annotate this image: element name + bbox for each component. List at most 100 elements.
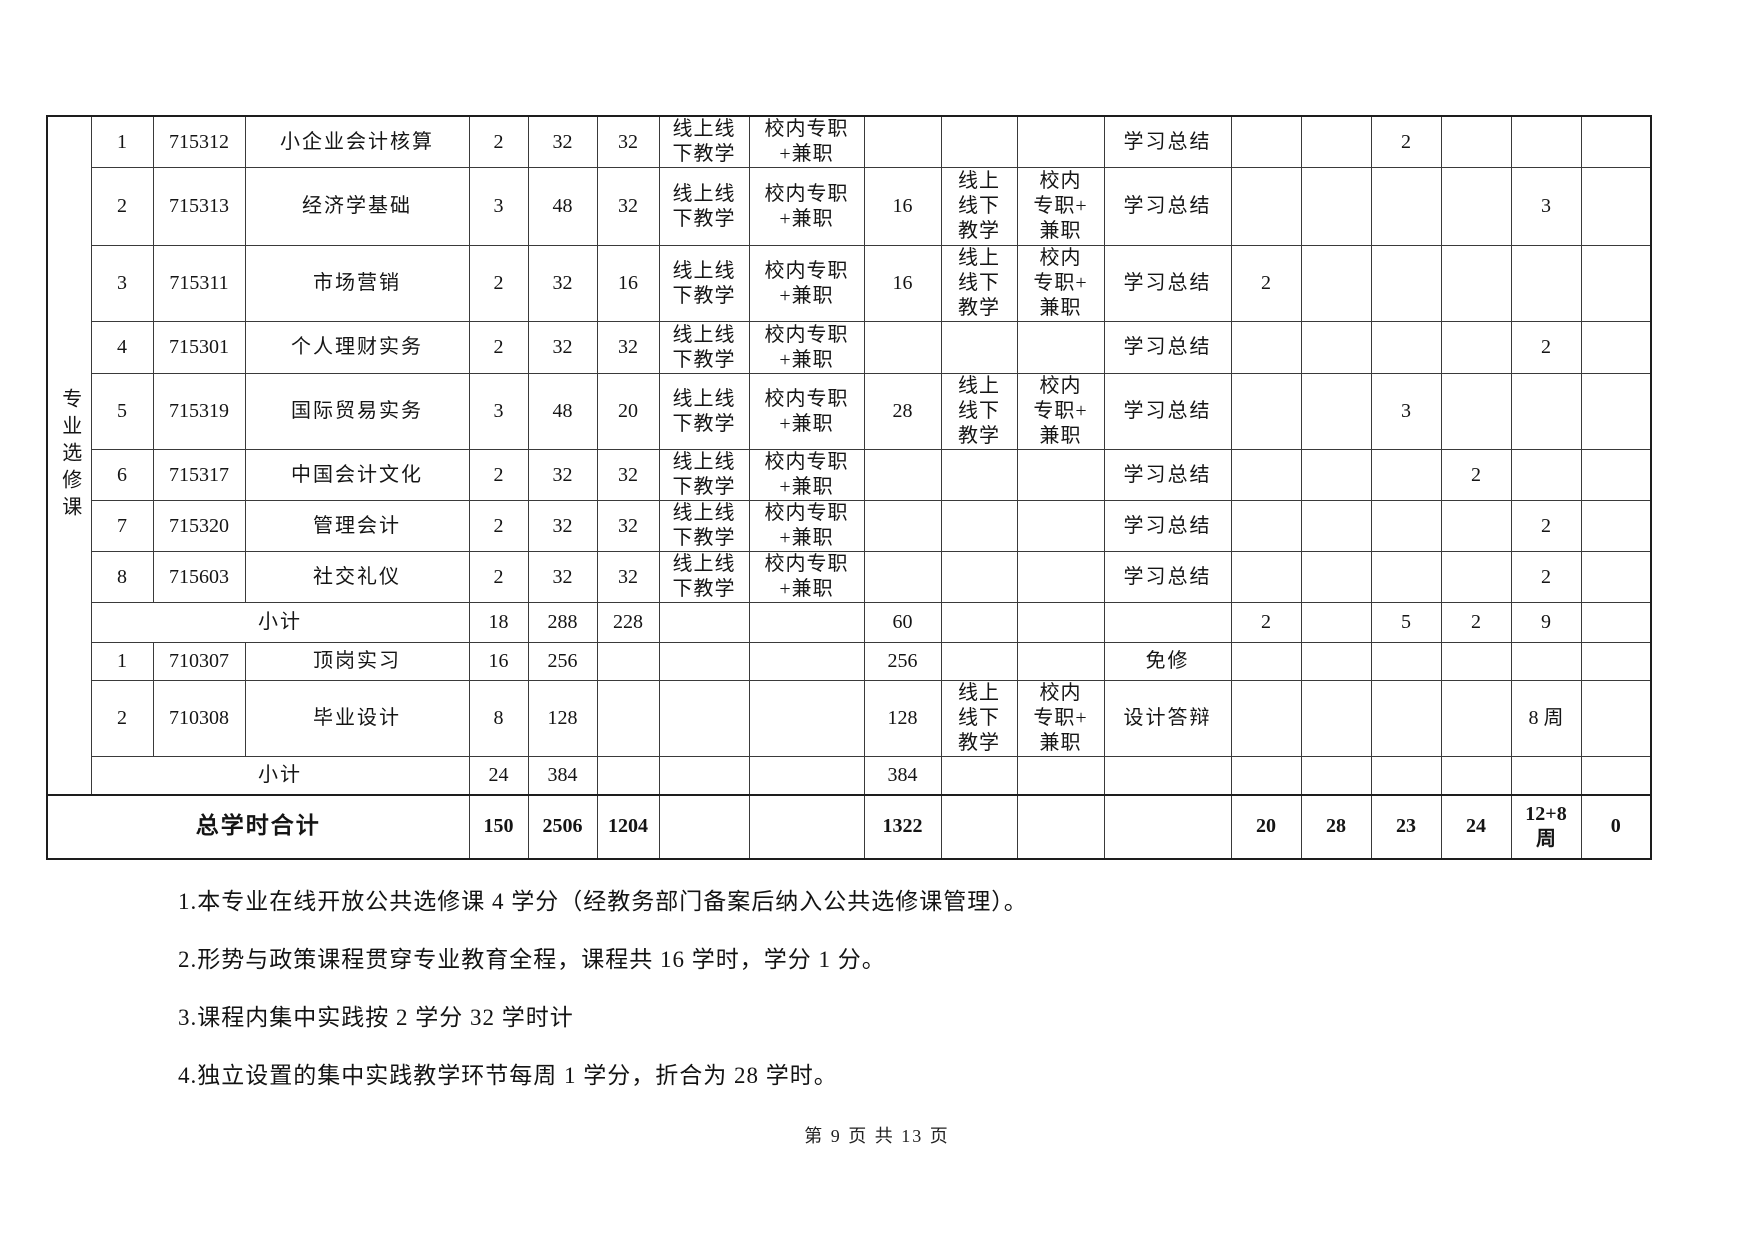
sem1-cell bbox=[1230, 680, 1302, 757]
table-row: 3 715311 市场营销 2 32 16 线上线 下教学 校内专职 +兼职 1… bbox=[47, 245, 1652, 322]
course-code: 715312 bbox=[152, 115, 246, 168]
sem3-cell bbox=[1370, 500, 1442, 552]
practice-hours-cell: 16 bbox=[863, 245, 942, 322]
grand-total-label: 总学时合计 bbox=[46, 793, 470, 859]
sem2-cell bbox=[1300, 167, 1372, 246]
staff-type-cell: 校内专职 +兼职 bbox=[748, 551, 865, 603]
hours-cell: 48 bbox=[527, 373, 598, 450]
sem1-cell: 20 bbox=[1230, 793, 1302, 859]
empty-cell bbox=[1016, 602, 1105, 643]
theory-hours-cell: 32 bbox=[596, 321, 660, 374]
sem6-cell bbox=[1580, 500, 1652, 552]
credits-cell: 8 bbox=[468, 680, 529, 757]
note-line: 2.形势与政策课程贯穿专业教育全程，课程共 16 学时，学分 1 分。 bbox=[178, 947, 886, 972]
sem3-cell bbox=[1370, 321, 1442, 374]
assessment-cell: 学习总结 bbox=[1103, 551, 1232, 603]
sem1-cell: 2 bbox=[1230, 602, 1302, 643]
teaching-method-cell: 线上线 下教学 bbox=[658, 245, 750, 322]
row-number: 6 bbox=[90, 449, 154, 501]
row-number: 3 bbox=[90, 245, 154, 322]
staff-type-cell: 校内专职 +兼职 bbox=[748, 500, 865, 552]
sem3-cell bbox=[1370, 756, 1442, 795]
practice-staff-cell: 校内 专职+ 兼职 bbox=[1016, 167, 1105, 246]
sem2-cell bbox=[1300, 373, 1372, 450]
page-number: 第 9 页 共 13 页 bbox=[804, 1126, 950, 1146]
assessment-cell: 学习总结 bbox=[1103, 373, 1232, 450]
hours-cell: 32 bbox=[527, 551, 598, 603]
sem4-cell bbox=[1440, 756, 1512, 795]
empty-cell bbox=[940, 793, 1018, 859]
course-name: 顶岗实习 bbox=[244, 642, 470, 681]
sem6-cell bbox=[1580, 602, 1652, 643]
sem3-cell bbox=[1370, 245, 1442, 322]
course-code: 715311 bbox=[152, 245, 246, 322]
sem4-cell bbox=[1440, 245, 1512, 322]
empty-cell bbox=[1103, 602, 1232, 643]
course-name: 社交礼仪 bbox=[244, 551, 470, 603]
hours-cell: 32 bbox=[527, 449, 598, 501]
theory-hours-cell: 16 bbox=[596, 245, 660, 322]
sem5-cell: 2 bbox=[1510, 500, 1582, 552]
empty-cell bbox=[658, 602, 750, 643]
credits-cell: 16 bbox=[468, 642, 529, 681]
sem3-cell: 3 bbox=[1370, 373, 1442, 450]
sem6-cell bbox=[1580, 245, 1652, 322]
sem2-cell bbox=[1300, 449, 1372, 501]
row-number: 2 bbox=[90, 680, 154, 757]
teaching-method-cell: 线上线 下教学 bbox=[658, 373, 750, 450]
practice-hours-cell bbox=[863, 321, 942, 374]
practice-hours-cell: 60 bbox=[863, 602, 942, 643]
assessment-cell: 学习总结 bbox=[1103, 115, 1232, 168]
note-line: 3.课程内集中实践按 2 学分 32 学时计 bbox=[178, 1005, 574, 1030]
sem2-cell bbox=[1300, 551, 1372, 603]
sem6-cell bbox=[1580, 551, 1652, 603]
sem3-cell bbox=[1370, 680, 1442, 757]
teaching-method-cell: 线上线 下教学 bbox=[658, 321, 750, 374]
row-number: 5 bbox=[90, 373, 154, 450]
sem6-cell bbox=[1580, 115, 1652, 168]
note-line: 4.独立设置的集中实践教学环节每周 1 学分，折合为 28 学时。 bbox=[178, 1063, 838, 1088]
sem5-cell: 9 bbox=[1510, 602, 1582, 643]
sem2-cell bbox=[1300, 756, 1372, 795]
empty-cell bbox=[658, 756, 750, 795]
empty-cell bbox=[748, 793, 865, 859]
course-code: 715301 bbox=[152, 321, 246, 374]
practice-hours-cell bbox=[863, 500, 942, 552]
practice-method-cell bbox=[940, 115, 1018, 168]
assessment-cell: 学习总结 bbox=[1103, 321, 1232, 374]
sem4-cell bbox=[1440, 321, 1512, 374]
practice-method-cell: 线上 线下 教学 bbox=[940, 167, 1018, 246]
course-name: 毕业设计 bbox=[244, 680, 470, 757]
sem6-cell bbox=[1580, 756, 1652, 795]
table-row: 7 715320 管理会计 2 32 32 线上线 下教学 校内专职 +兼职 学… bbox=[47, 500, 1652, 552]
sem6-cell bbox=[1580, 373, 1652, 450]
sem2-cell bbox=[1300, 321, 1372, 374]
assessment-cell: 学习总结 bbox=[1103, 449, 1232, 501]
sem3-cell: 5 bbox=[1370, 602, 1442, 643]
teaching-method-cell: 线上线 下教学 bbox=[658, 500, 750, 552]
sem4-cell bbox=[1440, 115, 1512, 168]
credits-cell: 18 bbox=[468, 602, 529, 643]
sem6-cell bbox=[1580, 449, 1652, 501]
practice-hours-cell bbox=[863, 115, 942, 168]
theory-hours-cell: 20 bbox=[596, 373, 660, 450]
sem1-cell bbox=[1230, 167, 1302, 246]
teaching-method-cell: 线上线 下教学 bbox=[658, 167, 750, 246]
empty-cell bbox=[1103, 756, 1232, 795]
sem5-cell bbox=[1510, 115, 1582, 168]
sem1-cell bbox=[1230, 551, 1302, 603]
subtotal-label: 小计 bbox=[90, 756, 470, 795]
sem5-cell: 2 bbox=[1510, 321, 1582, 374]
sem1-cell bbox=[1230, 756, 1302, 795]
sem5-cell bbox=[1510, 756, 1582, 795]
grand-total-row: 总学时合计 150 2506 1204 1322 20 28 23 24 12+… bbox=[46, 793, 1652, 859]
credits-cell: 2 bbox=[468, 449, 529, 501]
table-row: 4 715301 个人理财实务 2 32 32 线上线 下教学 校内专职 +兼职… bbox=[47, 321, 1652, 374]
sem5-cell: 3 bbox=[1510, 167, 1582, 246]
practice-staff-cell bbox=[1016, 642, 1105, 681]
sem6-cell: 0 bbox=[1580, 793, 1652, 859]
course-code: 715313 bbox=[152, 167, 246, 246]
practice-method-cell: 线上 线下 教学 bbox=[940, 373, 1018, 450]
course-code: 715319 bbox=[152, 373, 246, 450]
credits-cell: 24 bbox=[468, 756, 529, 795]
